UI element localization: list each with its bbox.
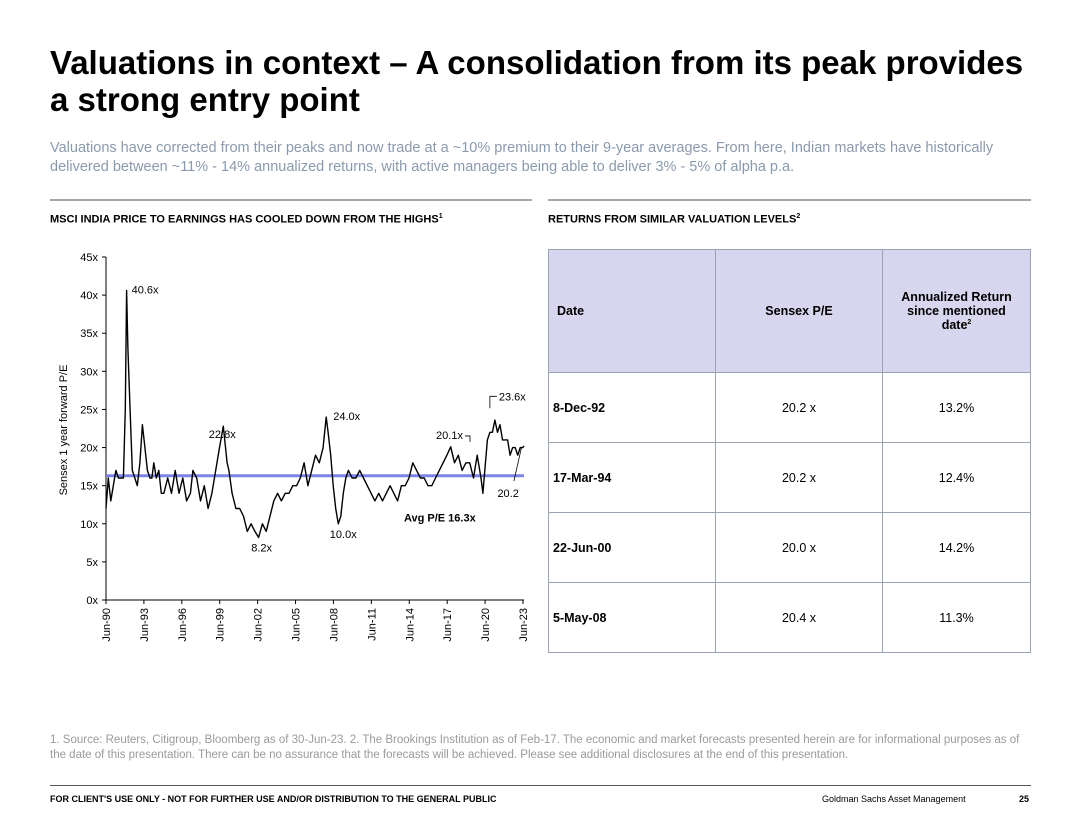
cell-date: 22-Jun-00 xyxy=(548,512,716,583)
y-tick-label: 40x xyxy=(80,290,98,302)
x-tick-label: Jun-08 xyxy=(328,608,340,642)
leader-23-6 xyxy=(489,395,497,409)
leader-20-1 xyxy=(464,435,471,442)
x-tick-label: Jun-93 xyxy=(139,608,151,642)
data-label: 20.2 xyxy=(497,488,518,500)
y-axis-label: Sensex 1 year forward P/E xyxy=(58,365,70,496)
footer-disclaimer: FOR CLIENT'S USE ONLY - NOT FOR FURTHER … xyxy=(50,794,497,804)
page-title: Valuations in context – A consolidation … xyxy=(50,44,1024,118)
table-row: 5-May-08 20.4 x 11.3% xyxy=(548,582,1031,653)
footer-company: Goldman Sachs Asset Management xyxy=(822,794,966,804)
cell-pe: 20.2 x xyxy=(715,442,883,513)
header-sensex-pe: Sensex P/E xyxy=(715,249,883,373)
data-label: 10.0x xyxy=(330,529,357,541)
cell-date: 17-Mar-94 xyxy=(548,442,716,513)
x-tick-label: Jun-99 xyxy=(215,608,227,642)
x-tick-label: Jun-02 xyxy=(253,608,265,642)
y-tick-label: 35x xyxy=(80,328,98,340)
table-row: 22-Jun-00 20.0 x 14.2% xyxy=(548,512,1031,583)
y-tick-label: 25x xyxy=(80,404,98,416)
cell-pe: 20.4 x xyxy=(715,582,883,653)
x-axis: Jun-90 Jun-93 Jun-96 Jun-99 Jun-02 Jun-05 Jun-… xyxy=(101,599,530,642)
footer-rule xyxy=(50,785,1031,786)
table-header-row: Date Sensex P/E Annualized Return since … xyxy=(548,249,1031,373)
y-tick-label: 0x xyxy=(86,595,98,607)
chart-heading: MSCI INDIA PRICE TO EARNINGS HAS COOLED … xyxy=(50,213,443,226)
x-tick-label: Jun-14 xyxy=(404,608,416,642)
source-footnote: 1. Source: Reuters, Citigroup, Bloomberg… xyxy=(50,734,1020,761)
data-label: 24.0x xyxy=(333,411,360,423)
leader-20-2 xyxy=(513,447,522,482)
table-row: 17-Mar-94 20.2 x 12.4% xyxy=(548,442,1031,513)
cell-pe: 20.0 x xyxy=(715,512,883,583)
table-row: 8-Dec-92 20.2 x 13.2% xyxy=(548,372,1031,443)
cell-pe: 20.2 x xyxy=(715,372,883,443)
y-tick-label: 10x xyxy=(80,519,98,531)
x-tick-label: Jun-20 xyxy=(480,608,492,642)
annotations: 40.6x 22.8x 8.2x 24.0x 10.0x 20.1x 23.6x 20.2 Av… xyxy=(132,285,527,555)
cell-date: 5-May-08 xyxy=(548,582,716,653)
page-subtitle: Valuations have corrected from their pea… xyxy=(50,140,994,175)
data-label: 22.8x xyxy=(209,429,236,441)
cell-return: 13.2% xyxy=(882,372,1031,443)
data-label: 8.2x xyxy=(251,542,272,554)
cell-return: 11.3% xyxy=(882,582,1031,653)
header-date: Date xyxy=(548,249,716,373)
series-line xyxy=(105,289,525,539)
y-tick-label: 5x xyxy=(86,557,98,569)
y-tick-label: 45x xyxy=(80,252,98,264)
right-section-rule xyxy=(548,199,1031,201)
returns-table: Date Sensex P/E Annualized Return since … xyxy=(548,249,1031,653)
data-label: 40.6x xyxy=(132,285,159,297)
table-heading: RETURNS FROM SIMILAR VALUATION LEVELS2 xyxy=(548,213,801,226)
cell-return: 14.2% xyxy=(882,512,1031,583)
page-number: 25 xyxy=(1019,794,1030,804)
x-tick-label: Jun-23 xyxy=(518,608,530,642)
data-label: 20.1x xyxy=(436,430,463,442)
y-tick-label: 15x xyxy=(80,481,98,493)
y-tick-label: 30x xyxy=(80,366,98,378)
x-tick-label: Jun-17 xyxy=(442,608,454,642)
y-tick-label: 20x xyxy=(80,443,98,455)
x-tick-label: Jun-05 xyxy=(291,608,303,642)
x-tick-label: Jun-96 xyxy=(177,608,189,642)
x-tick-label: Jun-90 xyxy=(101,608,113,642)
data-label: 23.6x xyxy=(499,391,526,403)
header-annualized-return: Annualized Return since mentioned date2 xyxy=(882,249,1031,373)
cell-return: 12.4% xyxy=(882,442,1031,513)
x-tick-label: Jun-11 xyxy=(366,608,378,641)
cell-date: 8-Dec-92 xyxy=(548,372,716,443)
y-axis: 0x 5x 10x 15x 20x 25x 30x 35x 40x 45x xyxy=(80,252,107,607)
series-group xyxy=(105,289,525,539)
left-section-rule xyxy=(50,199,532,201)
average-label: Avg P/E 16.3x xyxy=(404,512,477,524)
